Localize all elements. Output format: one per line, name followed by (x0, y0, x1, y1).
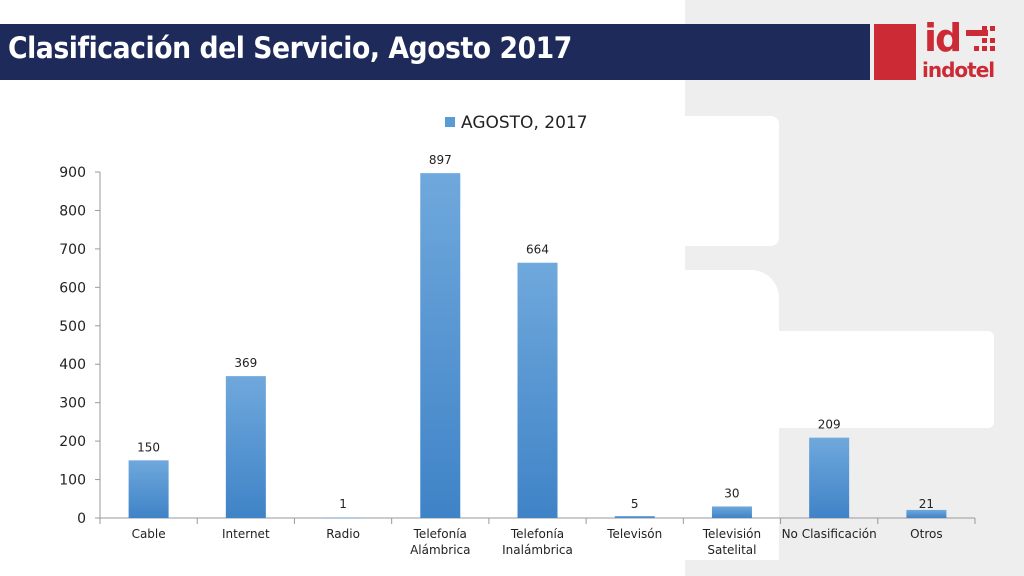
logo-dots-icon (966, 26, 1000, 52)
x-category-label: Cable (132, 527, 166, 541)
y-tick-label: 500 (59, 319, 86, 335)
data-label: 897 (429, 153, 452, 167)
data-label: 30 (724, 486, 739, 500)
bar (614, 516, 655, 518)
bar (420, 173, 461, 519)
y-tick-label: 300 (59, 396, 86, 412)
y-tick-label: 0 (77, 511, 86, 527)
logo-red-block (874, 24, 916, 80)
x-category-label: Televisión (702, 527, 761, 541)
x-category-label: Satelital (707, 543, 756, 557)
y-tick-label: 700 (59, 242, 86, 258)
x-category-label: Televisón (606, 527, 662, 541)
logo-name-text: indotel (922, 58, 995, 82)
y-tick-label: 800 (59, 203, 86, 219)
data-label: 369 (234, 356, 257, 370)
x-category-label: Alámbrica (410, 543, 470, 557)
background-white-box (726, 331, 994, 428)
y-tick-label: 100 (59, 473, 86, 489)
page-title: Clasificación del Servicio, Agosto 2017 (8, 31, 572, 65)
indotel-logo: id indotel (920, 16, 1004, 84)
logo-id-text: id (924, 16, 962, 60)
data-label: 209 (818, 418, 841, 432)
x-category-label: Telefonía (510, 527, 564, 541)
x-category-label: Inalámbrica (502, 543, 573, 557)
bar (225, 376, 266, 518)
bar (906, 509, 947, 518)
bar (517, 262, 558, 518)
x-category-label: Telefonía (413, 527, 467, 541)
y-tick-label: 400 (59, 357, 86, 373)
data-label: 21 (919, 497, 934, 511)
y-tick-label: 900 (59, 165, 86, 181)
data-label: 5 (631, 497, 639, 511)
bar (323, 517, 364, 519)
bar (711, 506, 752, 518)
bar (128, 460, 169, 518)
y-tick-label: 600 (59, 280, 86, 296)
bar (809, 437, 850, 518)
x-category-label: Radio (326, 527, 360, 541)
legend-label: AGOSTO, 2017 (461, 113, 588, 133)
legend-swatch (445, 117, 455, 127)
x-category-label: Internet (222, 527, 270, 541)
data-label: 664 (526, 243, 549, 257)
background-white-notch (685, 116, 779, 246)
x-category-label: No Clasificación (782, 527, 877, 541)
y-tick-label: 200 (59, 434, 86, 450)
bar-chart: 0 100 200 300 400 500 600 700 800 900 150 Cable 369 I… (59, 113, 976, 557)
data-label: 1 (339, 497, 347, 511)
data-label: 150 (137, 440, 160, 454)
x-category-label: Otros (910, 527, 942, 541)
title-bar (0, 24, 870, 80)
